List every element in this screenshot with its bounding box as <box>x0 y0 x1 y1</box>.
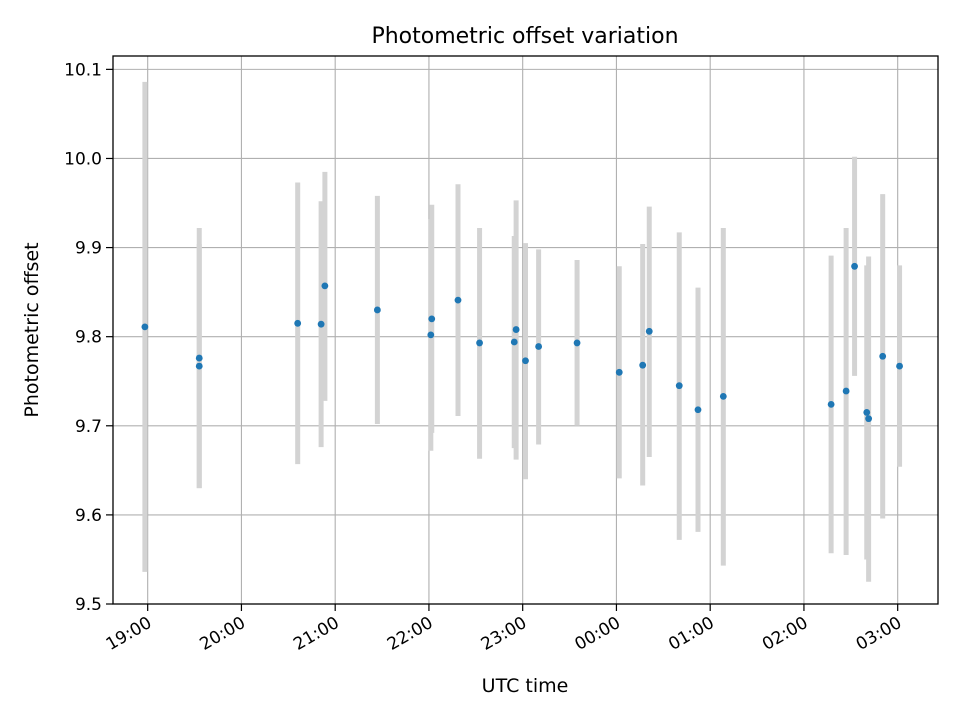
data-points <box>141 262 903 423</box>
y-tick-label: 10.1 <box>64 60 102 80</box>
data-point <box>827 401 835 408</box>
data-point <box>639 361 647 369</box>
y-tick-label: 10.0 <box>64 149 102 169</box>
y-axis-label: Photometric offset <box>21 242 43 417</box>
data-point <box>865 415 873 423</box>
y-tick-label: 9.7 <box>75 417 102 437</box>
data-point <box>427 331 435 339</box>
data-point <box>694 406 702 414</box>
data-point <box>896 362 903 370</box>
data-point <box>141 323 149 331</box>
data-point <box>615 368 623 376</box>
data-point <box>675 382 683 390</box>
data-point <box>719 392 727 400</box>
y-tick-label: 9.9 <box>75 239 102 259</box>
data-point <box>645 327 653 335</box>
y-tick-label: 9.8 <box>75 328 102 348</box>
data-point <box>373 306 381 314</box>
data-point <box>535 343 543 350</box>
data-point <box>879 352 887 360</box>
data-point <box>476 339 483 347</box>
y-tick-label: 9.6 <box>75 506 102 526</box>
y-tick-label: 9.5 <box>75 595 102 615</box>
x-axis-label: UTC time <box>482 675 569 697</box>
data-point <box>454 296 462 304</box>
y-axis: 9.5 9.6 9.7 9.8 9.9 10.0 10.1 <box>64 60 113 615</box>
data-point <box>512 326 520 333</box>
data-point <box>294 319 302 327</box>
data-point <box>851 262 858 270</box>
data-point <box>510 338 518 346</box>
data-point <box>842 387 850 395</box>
data-point <box>428 315 436 323</box>
data-point <box>195 354 203 362</box>
data-point <box>317 320 325 328</box>
data-point <box>195 362 203 370</box>
plot-frame <box>112 55 939 605</box>
data-point <box>321 282 329 290</box>
data-point <box>522 357 529 365</box>
chart-title: Photometric offset variation <box>371 24 678 49</box>
data-point <box>573 339 581 347</box>
data-point <box>863 409 871 416</box>
